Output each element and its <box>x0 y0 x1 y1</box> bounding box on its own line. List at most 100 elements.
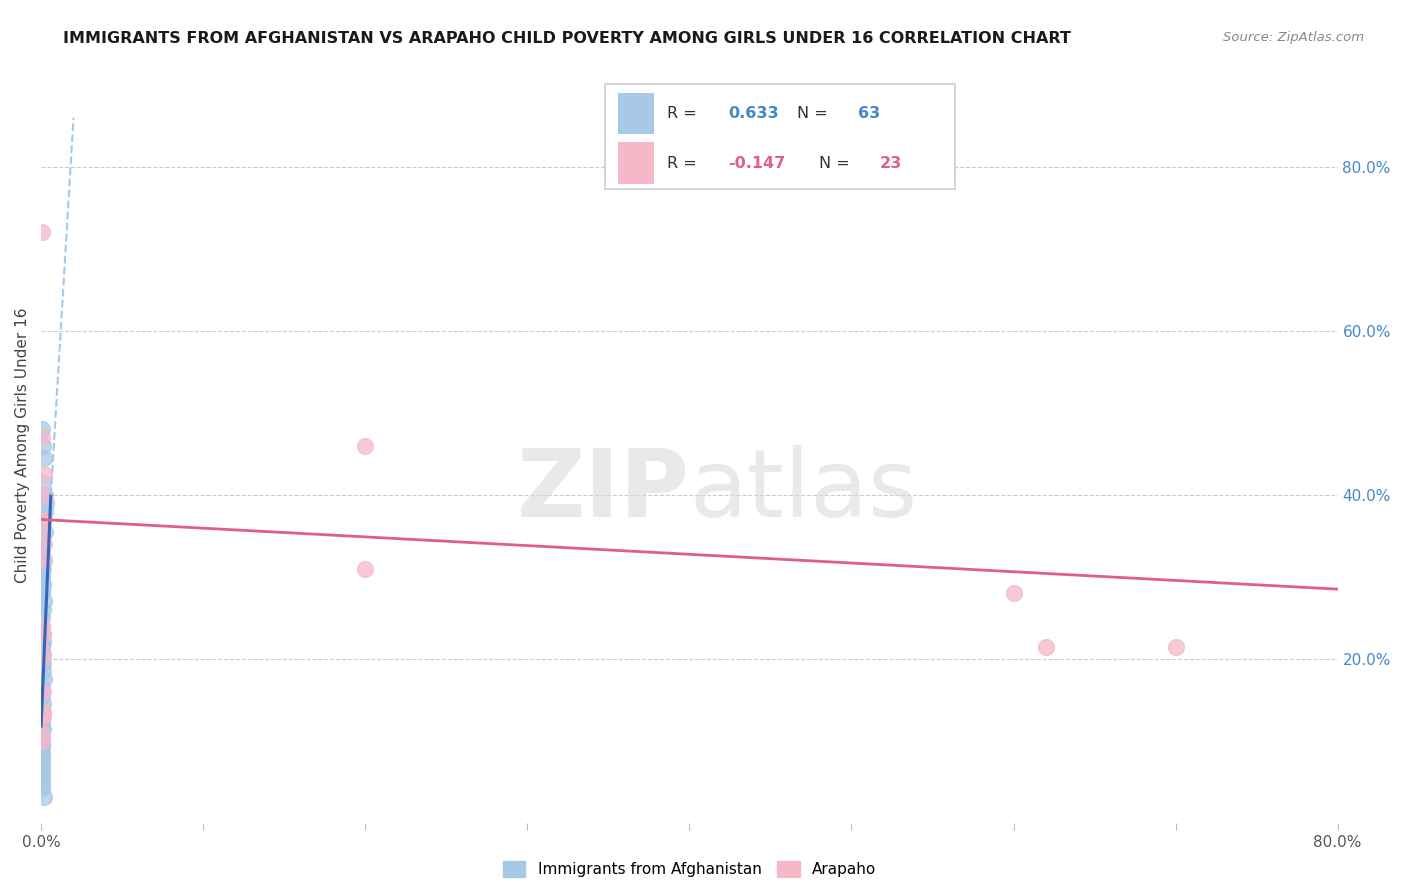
Point <box>31 756 53 771</box>
Point <box>31 529 53 543</box>
Point <box>31 422 53 436</box>
Point <box>31 537 53 551</box>
Point <box>31 725 53 739</box>
Text: N =: N = <box>797 106 832 121</box>
Text: 23: 23 <box>880 156 903 170</box>
Point <box>31 732 53 747</box>
Point <box>31 763 53 777</box>
Point <box>35 496 58 510</box>
Point <box>32 553 55 567</box>
Text: IMMIGRANTS FROM AFGHANISTAN VS ARAPAHO CHILD POVERTY AMONG GIRLS UNDER 16 CORREL: IMMIGRANTS FROM AFGHANISTAN VS ARAPAHO C… <box>63 31 1071 46</box>
Point <box>31 512 53 526</box>
Point <box>34 524 56 539</box>
Point <box>31 537 53 551</box>
Point <box>1164 640 1187 654</box>
Point <box>31 773 53 788</box>
Point <box>31 681 53 695</box>
Point <box>31 643 53 657</box>
Point <box>31 586 53 600</box>
Point <box>32 512 55 526</box>
Point <box>31 656 53 670</box>
Point <box>31 619 53 633</box>
Text: Source: ZipAtlas.com: Source: ZipAtlas.com <box>1223 31 1364 45</box>
Point <box>31 697 53 711</box>
Point <box>31 648 53 662</box>
Point <box>31 746 53 760</box>
Point <box>31 705 53 719</box>
Point <box>31 586 53 600</box>
Point <box>31 748 53 763</box>
Point <box>32 664 55 678</box>
Point <box>31 734 53 748</box>
Point <box>31 755 53 769</box>
Point <box>32 684 55 698</box>
Point <box>31 570 53 584</box>
Point <box>31 764 53 779</box>
Point <box>31 709 53 723</box>
Point <box>34 488 56 502</box>
Point <box>31 640 53 654</box>
Point <box>31 226 53 240</box>
Point <box>31 570 53 584</box>
Y-axis label: Child Poverty Among Girls Under 16: Child Poverty Among Girls Under 16 <box>15 308 30 583</box>
Point <box>31 648 53 662</box>
Text: ZIP: ZIP <box>516 445 689 537</box>
Point <box>1035 640 1057 654</box>
Point <box>31 611 53 625</box>
Point <box>32 656 55 670</box>
Point <box>31 635 53 649</box>
Point <box>31 771 53 785</box>
Point <box>31 553 53 567</box>
Text: 0.633: 0.633 <box>728 106 779 121</box>
Point <box>31 521 53 535</box>
Point <box>31 430 53 444</box>
Point <box>31 541 53 556</box>
Point <box>31 652 53 666</box>
Point <box>31 730 53 744</box>
Text: R =: R = <box>668 106 702 121</box>
Text: 63: 63 <box>858 106 880 121</box>
Bar <box>619 143 654 184</box>
Point <box>31 689 53 703</box>
Point <box>1002 586 1025 600</box>
Point <box>31 545 53 559</box>
Legend: Immigrants from Afghanistan, Arapaho: Immigrants from Afghanistan, Arapaho <box>496 855 883 883</box>
Point <box>31 724 53 739</box>
Point <box>31 779 53 793</box>
Point <box>31 714 53 728</box>
FancyBboxPatch shape <box>605 84 955 189</box>
Point <box>31 643 53 657</box>
Point <box>34 488 56 502</box>
Point <box>31 578 53 592</box>
Point <box>31 722 53 736</box>
Point <box>31 602 53 616</box>
Point <box>31 627 53 641</box>
Point <box>31 705 53 719</box>
Point <box>31 475 53 490</box>
Point <box>32 578 55 592</box>
Point <box>31 740 53 755</box>
Point <box>31 562 53 576</box>
Point <box>32 450 55 465</box>
Point <box>32 594 55 608</box>
Point <box>32 439 55 453</box>
Point <box>34 504 56 518</box>
Point <box>354 562 377 576</box>
Bar <box>619 93 654 135</box>
Point <box>31 738 53 752</box>
Point <box>31 627 53 641</box>
Point <box>31 619 53 633</box>
Point <box>32 537 55 551</box>
Point <box>31 562 53 576</box>
Text: N =: N = <box>820 156 855 170</box>
Point <box>32 467 55 482</box>
Point <box>32 553 55 567</box>
Point <box>31 781 53 796</box>
Point <box>32 789 55 804</box>
Point <box>31 715 53 730</box>
Text: -0.147: -0.147 <box>728 156 786 170</box>
Text: atlas: atlas <box>689 445 918 537</box>
Point <box>354 439 377 453</box>
Text: R =: R = <box>668 156 702 170</box>
Point <box>32 635 55 649</box>
